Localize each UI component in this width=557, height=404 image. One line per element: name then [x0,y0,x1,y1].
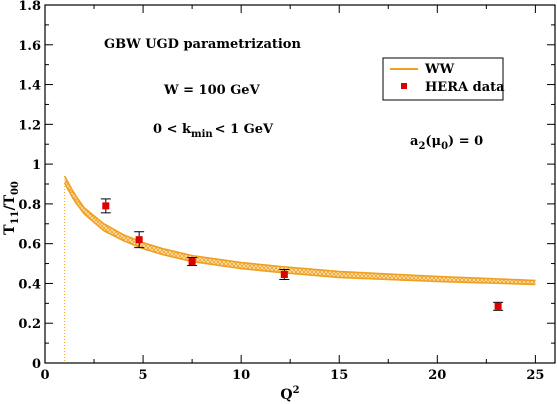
hera-point-1 [135,236,143,244]
ww-band-lower-line [63,182,536,286]
x-axis-title: Q2 [280,385,299,403]
y-axis-title: T11/T00 [2,181,21,235]
legend: WW HERA data [382,57,505,101]
x-tick-label-5: 25 [526,368,544,383]
ticks-layer: 0 5 10 15 20 25 0 0.2 0.4 0.6 0.8 1 1.2 1.4 1.6 1.8 [18,0,555,383]
x-tick-label-0: 0 [40,368,49,383]
y-tick-label-0: 0 [32,357,41,372]
x-tick-label-1: 5 [139,368,148,383]
hera-point-4 [494,302,502,310]
y-tick-label-6: 1.2 [18,118,41,133]
hera-point-3 [280,270,288,278]
y-tick-label-3: 0.6 [18,238,41,253]
legend-ww-label: WW [424,62,455,77]
ww-band-layer [63,175,536,286]
legend-hera-swatch [401,83,407,89]
legend-box [382,57,504,101]
ww-band-fill [64,176,536,285]
y-tick-label-5: 1 [32,158,41,173]
ww-band-upper-line [63,175,536,282]
x-tick-label-3: 15 [330,368,348,383]
hera-point-2 [188,258,196,266]
hera-point-0 [102,202,110,210]
y-tick-label-4: 0.8 [18,198,41,213]
y-tick-label-2: 0.4 [18,277,41,292]
y-tick-label-1: 0.2 [18,317,41,332]
chart-title-annotation: GBW UGD parametrization [104,37,301,52]
x-tick-label-4: 20 [428,368,446,383]
y-tick-label-8: 1.6 [18,39,41,54]
y-tick-label-9: 1.8 [18,0,41,14]
y-tick-label-7: 1.4 [18,79,41,94]
legend-hera-label: HERA data [425,80,505,95]
kmin-annotation: 0 < kmin < 1 GeV [153,122,274,140]
hera-points-layer [100,198,504,311]
x-tick-label-2: 10 [232,368,250,383]
a2-annotation: a2(μ0) = 0 [410,134,483,152]
w-annotation: W = 100 GeV [163,83,261,98]
